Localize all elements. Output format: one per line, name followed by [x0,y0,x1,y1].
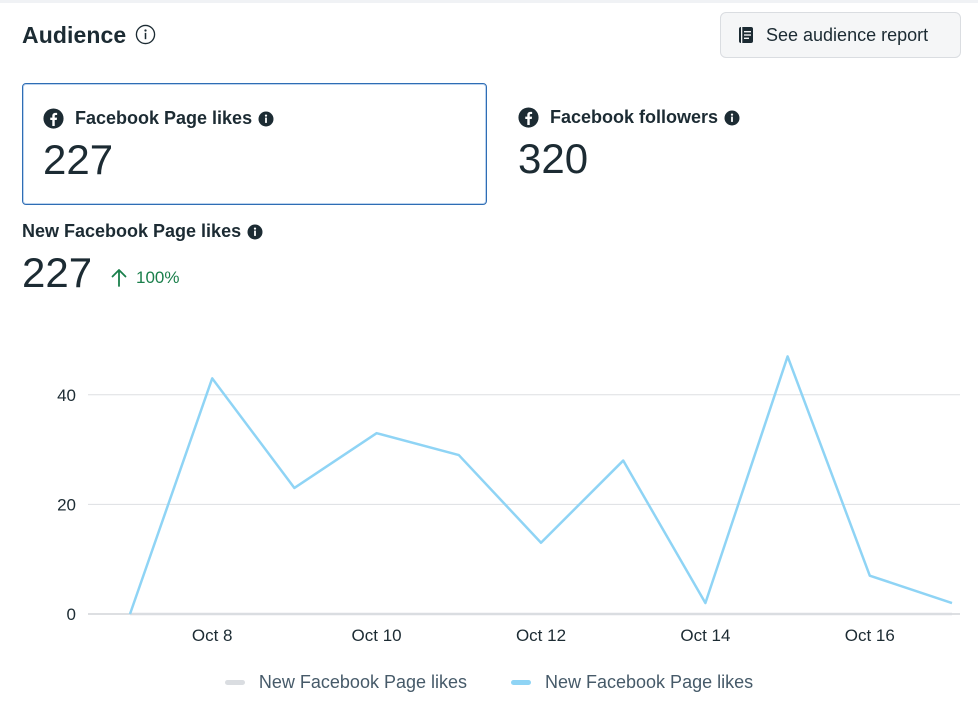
followers-card[interactable]: Facebook followers 320 [498,83,958,205]
legend-item-current[interactable]: New Facebook Page likes [511,672,753,693]
change-value: 100% [136,268,180,287]
card-value: 320 [518,135,589,182]
legend-item-comparison[interactable]: New Facebook Page likes [224,672,467,693]
legend-swatch [224,680,245,685]
x-tick-label: Oct 10 [352,626,402,645]
facebook-icon [43,108,64,129]
page-title: Audience [22,22,127,48]
top-divider [0,0,978,3]
chart-legend: New Facebook Page likes New Facebook Pag… [0,672,978,693]
info-solid-icon[interactable] [724,110,740,126]
x-tick-label: Oct 8 [192,626,233,645]
card-label: Facebook Page likes [75,108,253,128]
arrow-up-icon [111,269,127,287]
metric-label: New Facebook Page likes [22,221,242,241]
y-tick-label: 40 [57,386,76,405]
see-audience-report-button[interactable]: See audience report [720,12,961,58]
change-indicator: 100% [110,268,179,288]
y-tick-label: 0 [67,605,76,624]
card-value: 227 [43,136,114,183]
x-tick-label: Oct 14 [680,626,730,645]
x-tick-label: Oct 16 [845,626,895,645]
legend-label: New Facebook Page likes [545,672,754,692]
legend-label: New Facebook Page likes [258,672,467,692]
see-audience-report-label: See audience report [766,24,929,45]
y-tick-label: 20 [57,495,76,514]
likes-line-chart: 0 20 40 Oct 8 Oct 10 Oct 12 Oct 14 Oct 16 [57,355,960,645]
info-solid-icon[interactable] [247,224,263,240]
card-label: Facebook followers [550,107,719,127]
series-line-current[interactable] [128,355,953,615]
info-solid-icon[interactable] [258,111,274,127]
page-likes-card[interactable]: Facebook Page likes 227 [22,83,487,205]
report-book-icon [739,27,753,43]
facebook-icon [518,107,539,128]
x-tick-label: Oct 12 [516,626,566,645]
metric-header: New Facebook Page likes [22,221,263,242]
metric-value: 227 [22,249,93,296]
legend-swatch [511,680,531,685]
info-outline-icon[interactable] [135,24,156,45]
